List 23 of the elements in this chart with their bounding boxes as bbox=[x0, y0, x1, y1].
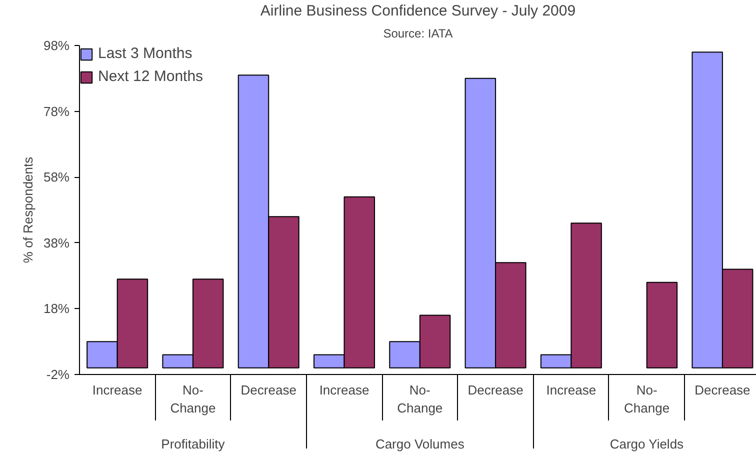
y-tick-label: -2% bbox=[46, 367, 70, 382]
y-tick-label: 58% bbox=[43, 170, 70, 185]
chart-title: Airline Business Confidence Survey - July 2009 bbox=[260, 2, 576, 20]
x-tick-label: Increase bbox=[92, 382, 142, 398]
legend-label: Last 3 Months bbox=[98, 45, 192, 62]
legend-label: Next 12 Months bbox=[98, 68, 204, 85]
x-tick-label: No-Change bbox=[624, 382, 670, 416]
chart-subtitle: Source: IATA bbox=[383, 26, 453, 40]
y-axis-title: % of Respondents bbox=[20, 156, 36, 264]
x-tick-label: Decrease bbox=[468, 382, 524, 398]
y-tick-label: 98% bbox=[43, 38, 70, 53]
text: Cargo Volumes bbox=[375, 436, 465, 452]
text: Profitability bbox=[161, 436, 226, 452]
y-tick-label: 38% bbox=[43, 235, 70, 250]
x-tick-label: No-Change bbox=[397, 382, 443, 416]
x-tick-label: Decrease bbox=[240, 382, 296, 398]
x-tick-label: Increase bbox=[546, 382, 596, 398]
text: Cargo Yields bbox=[610, 436, 684, 452]
x-tick-label: Increase bbox=[319, 382, 370, 398]
y-tick-label: 78% bbox=[43, 104, 70, 119]
x-tick-label: Decrease bbox=[694, 382, 750, 398]
x-tick-label: No-Change bbox=[170, 382, 216, 416]
y-tick-label: 18% bbox=[43, 301, 70, 316]
